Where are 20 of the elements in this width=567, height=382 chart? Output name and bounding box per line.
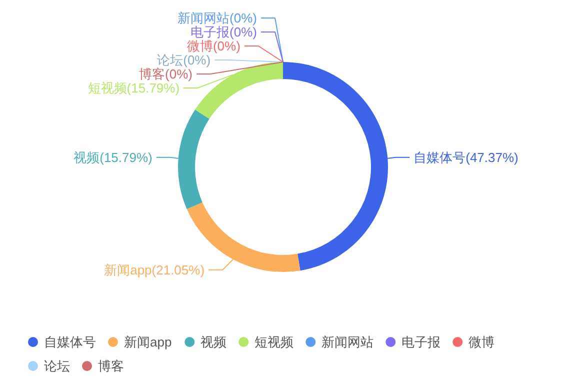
legend-label: 短视频 (254, 334, 294, 350)
category-label: 博客(0%) (139, 66, 193, 82)
category-label: 新闻网站(0%) (178, 10, 257, 26)
legend-label: 视频 (200, 334, 227, 350)
category-label: 电子报(0%) (190, 24, 257, 40)
legend-label: 微博 (468, 334, 495, 350)
category-label: 论坛(0%) (157, 52, 211, 68)
donut-slice (283, 62, 388, 271)
donut-slice (178, 110, 210, 210)
legend-label: 电子报 (402, 334, 441, 350)
category-label: 自媒体号(47.37%) (414, 150, 518, 165)
legend-label: 自媒体号 (44, 334, 96, 350)
legend-label: 新闻app (124, 334, 172, 350)
legend-label: 博客 (98, 358, 124, 374)
legend-label: 新闻网站 (322, 334, 374, 350)
legend-label: 论坛 (44, 358, 70, 374)
category-label: 新闻app(21.05%) (104, 262, 205, 278)
category-label: 短视频(15.79%) (88, 80, 180, 96)
category-label: 视频(15.79%) (74, 150, 152, 165)
category-label: 微博(0%) (186, 38, 240, 54)
